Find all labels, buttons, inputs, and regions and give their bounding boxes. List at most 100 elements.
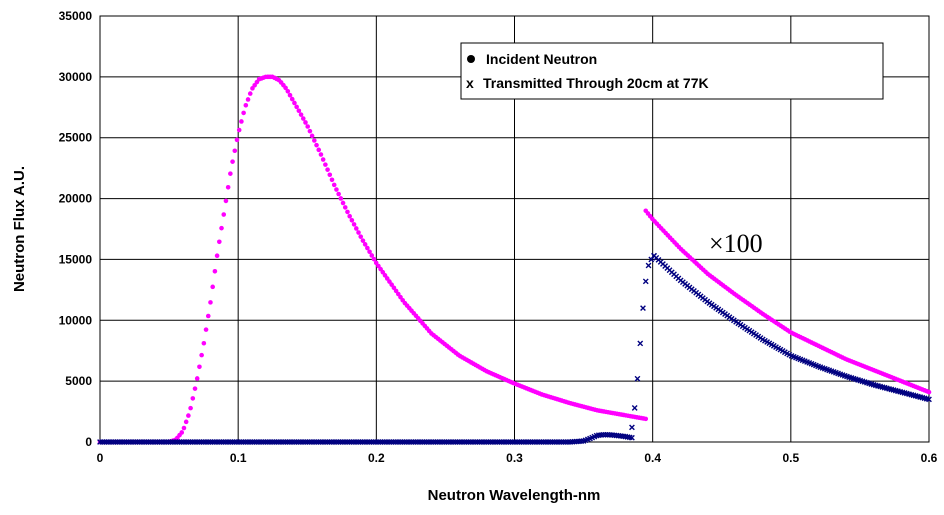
data-point (238, 439, 245, 445)
data-point (181, 425, 187, 431)
data-point (125, 439, 132, 445)
data-point (328, 439, 335, 445)
data-point (302, 439, 309, 445)
data-point (324, 439, 331, 445)
data-point (300, 439, 306, 445)
data-point (417, 439, 423, 445)
data-point (303, 120, 308, 125)
data-point (147, 439, 154, 445)
data-point (388, 439, 395, 445)
data-point (186, 413, 191, 418)
data-point (297, 439, 304, 445)
y-tick-label: 10000 (59, 313, 93, 327)
data-point (320, 439, 326, 445)
series-1 (97, 252, 932, 445)
data-point (228, 171, 233, 176)
data-point (284, 439, 291, 445)
data-point (441, 439, 448, 445)
data-point (180, 439, 187, 445)
data-point (520, 439, 527, 445)
data-point (439, 439, 446, 445)
data-point (161, 439, 167, 445)
data-point (399, 439, 406, 445)
data-point (275, 439, 282, 445)
y-tick-label: 15000 (59, 252, 93, 266)
data-point (362, 242, 368, 247)
data-point (258, 439, 265, 445)
data-point (634, 375, 641, 382)
data-point (200, 439, 207, 445)
data-point (317, 439, 324, 445)
data-point (554, 439, 560, 445)
data-point (203, 439, 209, 445)
data-point (295, 439, 302, 445)
data-point (434, 439, 441, 445)
data-point (308, 439, 315, 445)
data-point (309, 133, 315, 139)
data-point (463, 439, 470, 445)
x-tick-label: 0.1 (230, 451, 247, 465)
data-point (531, 439, 538, 445)
data-point (188, 405, 193, 411)
data-point (454, 439, 461, 445)
data-point (291, 439, 298, 445)
legend-label-transmitted: Transmitted Through 20cm at 77K (483, 75, 709, 91)
data-point (154, 439, 161, 445)
data-point (326, 439, 333, 445)
data-point (432, 439, 439, 445)
data-point (369, 253, 375, 258)
data-point (481, 439, 487, 445)
data-point (264, 439, 271, 445)
data-point (176, 439, 183, 445)
data-point (549, 439, 556, 445)
data-point (165, 439, 172, 445)
data-point (523, 439, 529, 445)
data-point (251, 439, 258, 445)
data-point (336, 191, 341, 197)
data-point (514, 439, 521, 445)
data-point (312, 138, 317, 143)
data-point (509, 439, 516, 445)
data-point (210, 284, 215, 290)
data-point (334, 187, 339, 192)
data-point (331, 182, 337, 188)
data-point (926, 396, 932, 403)
data-point (379, 439, 386, 445)
data-point (311, 439, 317, 445)
data-point (296, 108, 302, 114)
data-point (425, 439, 432, 445)
data-point (351, 222, 357, 227)
data-point (361, 439, 368, 445)
data-point (141, 439, 148, 445)
data-point (401, 439, 408, 445)
data-point (306, 439, 313, 445)
data-point (448, 439, 454, 445)
data-point (489, 439, 496, 445)
legend-label-incident: Incident Neutron (486, 51, 597, 67)
data-point (136, 439, 143, 445)
data-point (110, 439, 117, 445)
data-point (375, 439, 382, 445)
data-point (174, 439, 181, 445)
data-point (139, 439, 145, 445)
x-tick-label: 0.4 (644, 451, 661, 465)
data-point (487, 439, 494, 445)
data-point (119, 439, 125, 445)
data-point (350, 439, 357, 445)
x-tick-label: 0.3 (506, 451, 523, 465)
data-point (287, 92, 293, 98)
data-points (97, 74, 932, 445)
data-point (366, 439, 373, 445)
data-point (503, 439, 510, 445)
data-point (360, 238, 366, 243)
data-point (545, 439, 551, 445)
data-point (289, 96, 295, 102)
data-point (527, 439, 534, 445)
data-point (390, 439, 397, 445)
legend-marker-x: x (466, 75, 474, 91)
data-point (456, 439, 463, 445)
data-point (320, 157, 326, 162)
data-point (322, 439, 329, 445)
data-point (244, 439, 251, 445)
legend: Incident Neutron x Transmitted Through 2… (460, 42, 884, 100)
